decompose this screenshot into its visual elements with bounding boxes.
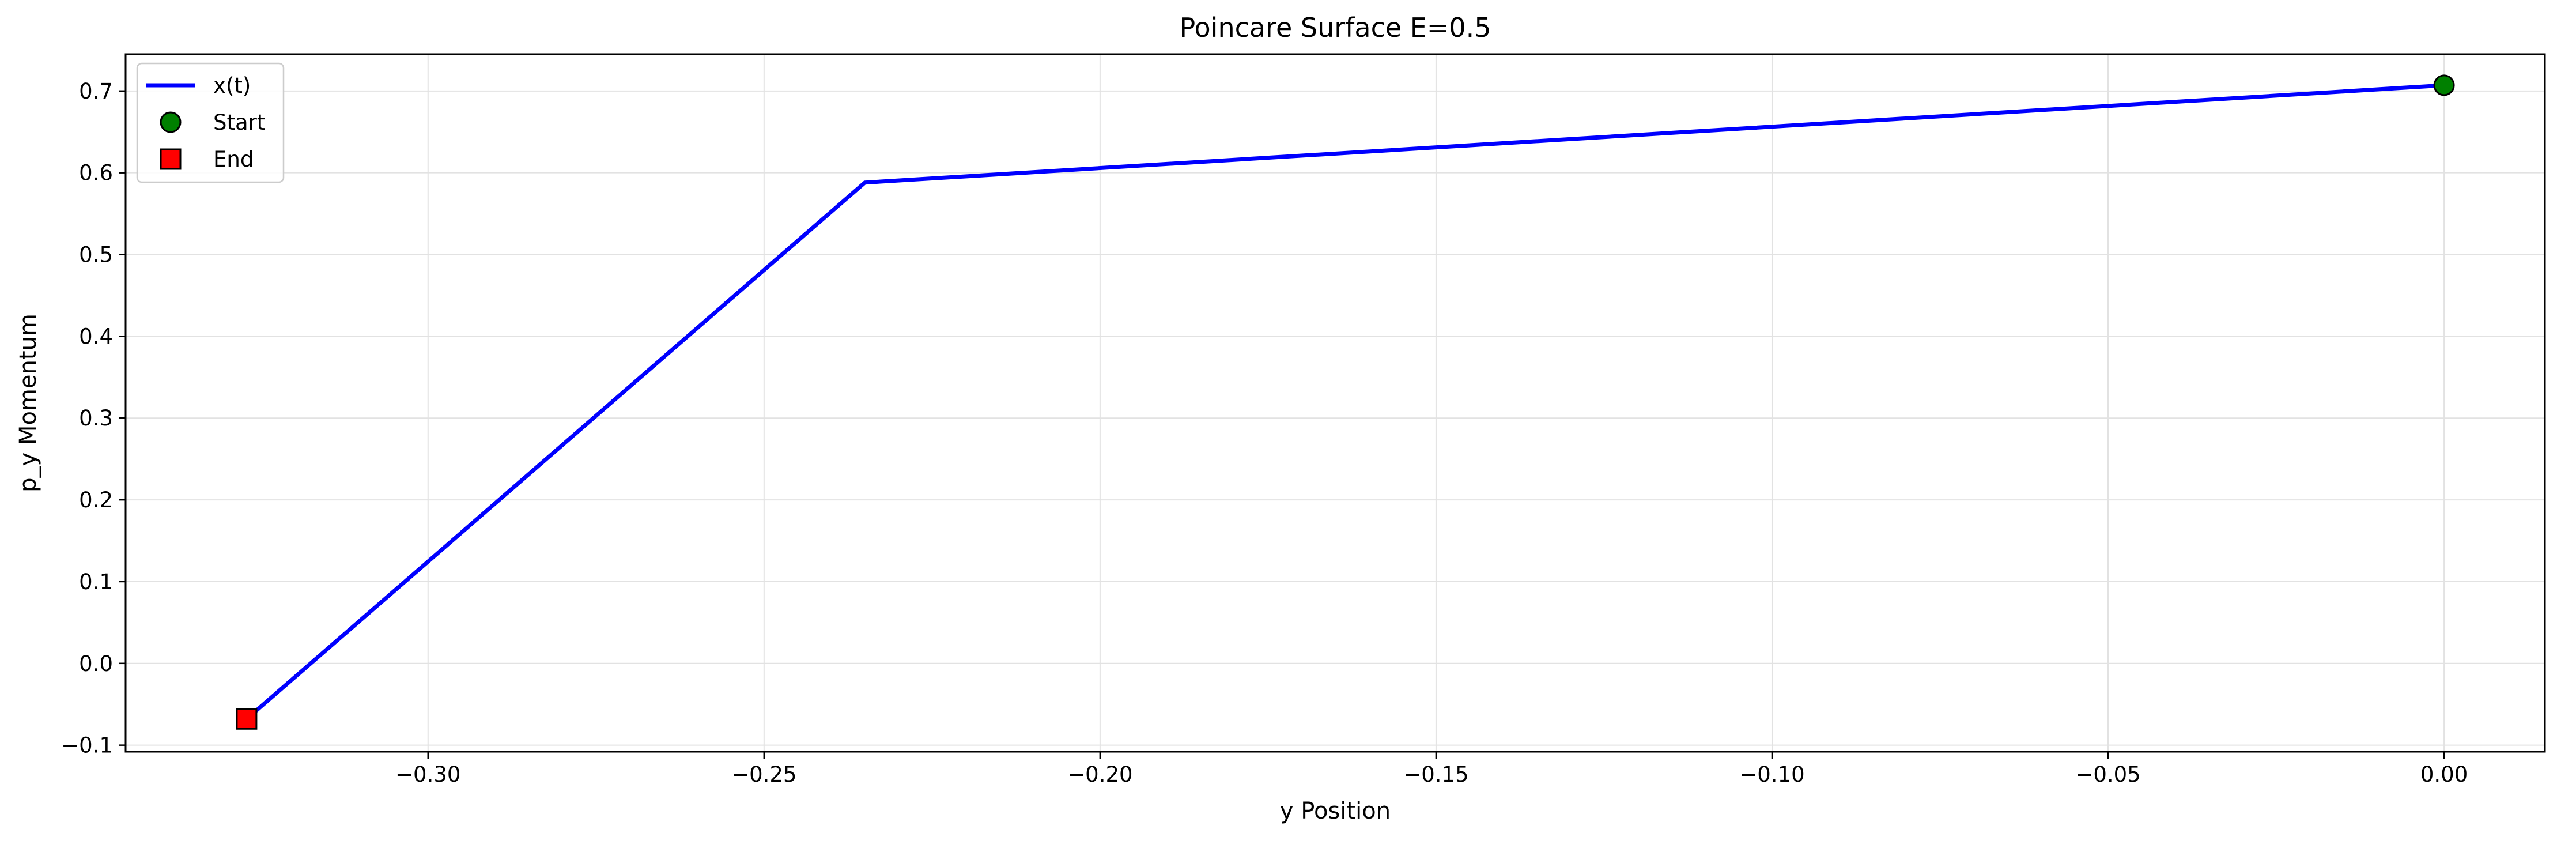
start-marker <box>2433 74 2455 96</box>
legend-handle-square <box>160 148 182 170</box>
end-marker <box>236 708 258 730</box>
y-tick-label: 0.2 <box>79 488 113 512</box>
series-line-x-t <box>245 83 2445 721</box>
y-tick-label: 0.0 <box>79 651 113 676</box>
x-tick-label: −0.05 <box>2075 762 2140 787</box>
y-tick-label: 0.4 <box>79 324 113 349</box>
plot-series <box>236 74 2455 730</box>
y-tick-label: −0.1 <box>61 733 113 758</box>
x-tick-label: −0.30 <box>395 762 460 787</box>
grid <box>126 54 2545 752</box>
legend-label: End <box>213 147 254 172</box>
y-tick-label: 0.6 <box>79 161 113 186</box>
plot-frame <box>124 53 2546 753</box>
y-tick-label: 0.7 <box>79 79 113 104</box>
legend-label: x(t) <box>213 73 251 98</box>
legend-handle-circle <box>160 111 182 133</box>
chart-title: Poincare Surface E=0.5 <box>1179 12 1491 43</box>
x-tick-label: −0.25 <box>731 762 796 787</box>
y-axis-label: p_y Momentum <box>15 314 41 492</box>
x-axis-label: y Position <box>1280 798 1391 824</box>
x-axis-ticks: −0.30 −0.25 −0.20 −0.15 −0.10 −0.05 0.00 <box>395 752 2468 787</box>
x-tick-label: 0.00 <box>2420 762 2468 787</box>
x-tick-label: −0.20 <box>1067 762 1132 787</box>
x-tick-label: −0.10 <box>1739 762 1804 787</box>
legend: x(t) Start End <box>136 62 285 183</box>
y-tick-label: 0.1 <box>79 570 113 594</box>
y-tick-label: 0.3 <box>79 406 113 431</box>
legend-label: Start <box>213 110 265 135</box>
y-axis-ticks: −0.1 0.0 0.1 0.2 0.3 0.4 0.5 0.6 0.7 <box>61 79 126 758</box>
x-tick-label: −0.15 <box>1403 762 1468 787</box>
y-tick-label: 0.5 <box>79 243 113 267</box>
